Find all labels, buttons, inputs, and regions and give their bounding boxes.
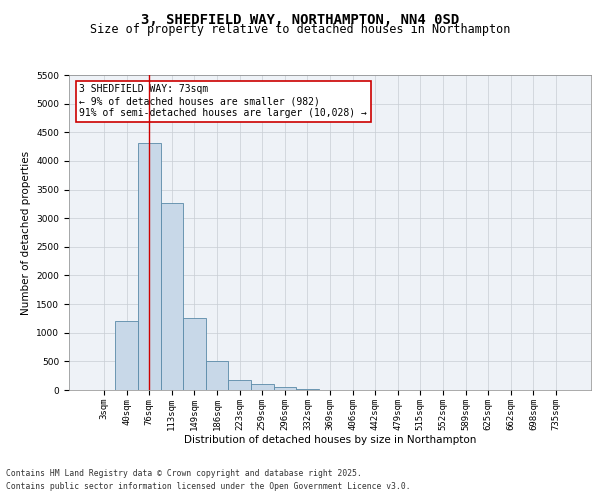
Bar xyxy=(274,386,296,390)
Text: 3, SHEDFIELD WAY, NORTHAMPTON, NN4 0SD: 3, SHEDFIELD WAY, NORTHAMPTON, NN4 0SD xyxy=(141,12,459,26)
Text: Contains HM Land Registry data © Crown copyright and database right 2025.: Contains HM Land Registry data © Crown c… xyxy=(6,468,362,477)
Y-axis label: Number of detached properties: Number of detached properties xyxy=(21,150,31,314)
Bar xyxy=(138,142,161,390)
Bar xyxy=(183,318,206,390)
Text: 3 SHEDFIELD WAY: 73sqm
← 9% of detached houses are smaller (982)
91% of semi-det: 3 SHEDFIELD WAY: 73sqm ← 9% of detached … xyxy=(79,84,367,117)
Bar xyxy=(115,320,138,390)
Text: Contains public sector information licensed under the Open Government Licence v3: Contains public sector information licen… xyxy=(6,482,410,491)
Bar xyxy=(161,204,183,390)
Bar xyxy=(229,380,251,390)
Bar xyxy=(296,389,319,390)
Bar xyxy=(206,362,229,390)
X-axis label: Distribution of detached houses by size in Northampton: Distribution of detached houses by size … xyxy=(184,436,476,446)
Bar xyxy=(251,384,274,390)
Text: Size of property relative to detached houses in Northampton: Size of property relative to detached ho… xyxy=(90,24,510,36)
